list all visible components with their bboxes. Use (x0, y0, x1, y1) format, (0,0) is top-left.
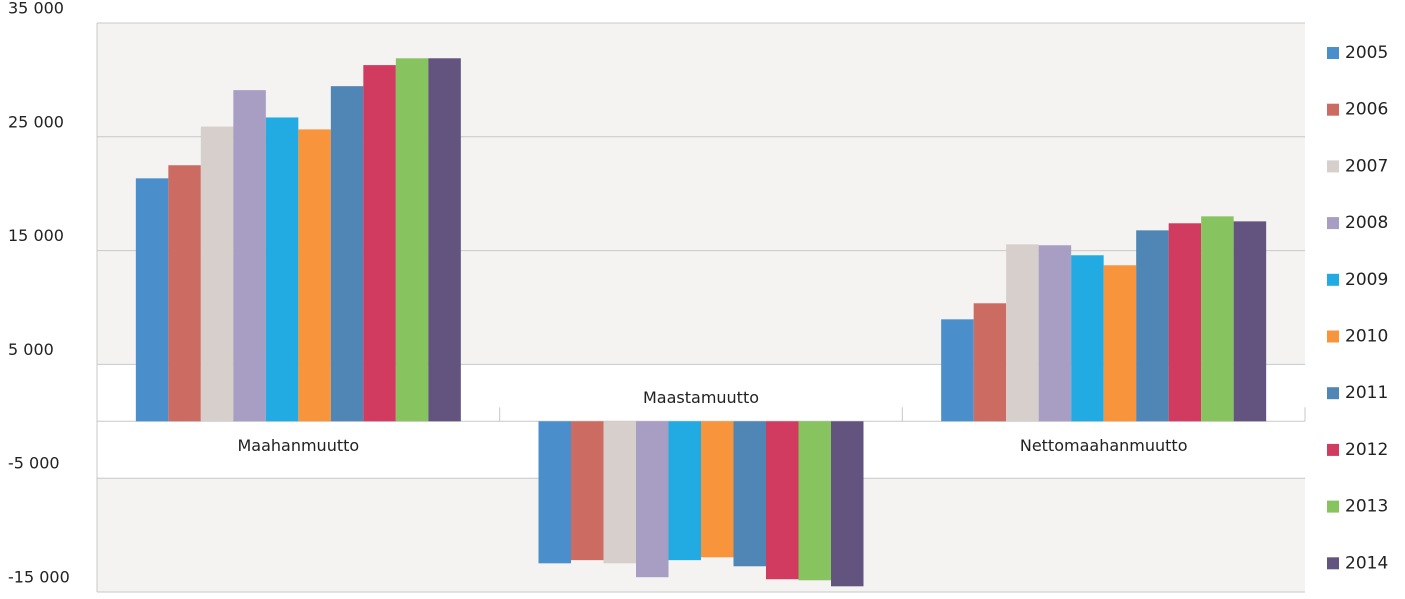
bar (363, 65, 396, 422)
bar (941, 319, 974, 422)
bar (766, 421, 799, 580)
legend-label: 2011 (1345, 383, 1388, 403)
legend-label: 2005 (1345, 43, 1388, 63)
bar (1136, 230, 1169, 422)
legend-label: 2006 (1345, 100, 1388, 120)
bar (135, 178, 169, 422)
legend-swatch (1327, 330, 1339, 343)
bar (701, 421, 734, 558)
y-tick-label: 35 000 (8, 0, 64, 18)
bar (428, 58, 461, 422)
bar (571, 421, 604, 561)
legend-swatch (1327, 500, 1339, 513)
bar (798, 421, 831, 581)
bar (733, 421, 766, 567)
bar (1103, 265, 1137, 422)
y-tick-label: -5 000 (8, 454, 60, 473)
x-tick-label: Maahanmuutto (237, 436, 359, 455)
bar (603, 421, 636, 564)
bar (395, 58, 429, 422)
bar (233, 90, 266, 422)
y-tick-label: 5 000 (8, 340, 54, 359)
y-tick-label: -15 000 (8, 568, 70, 587)
x-tick-label: Maastamuutto (643, 388, 759, 407)
x-tick-label: Nettomaahanmuutto (1020, 436, 1188, 455)
bar (298, 129, 331, 422)
legend-swatch (1327, 387, 1339, 400)
bar (538, 421, 571, 564)
bar (1201, 216, 1234, 422)
legend-label: 2009 (1345, 270, 1388, 290)
bar (668, 421, 701, 561)
legend-swatch (1327, 103, 1339, 116)
bar (1168, 223, 1202, 422)
bar (1071, 255, 1104, 422)
bar (330, 86, 364, 422)
bar (1233, 221, 1267, 422)
bar (200, 126, 234, 422)
bar (265, 117, 299, 422)
bar (1038, 245, 1072, 422)
legend-label: 2012 (1345, 440, 1388, 460)
bar (973, 303, 1007, 422)
y-tick-label: 25 000 (8, 112, 64, 131)
legend-swatch (1327, 47, 1339, 59)
legend-label: 2014 (1345, 553, 1388, 573)
y-tick-label: 15 000 (8, 226, 64, 245)
bar (636, 421, 669, 578)
legend-swatch (1327, 443, 1339, 456)
legend-label: 2010 (1345, 327, 1388, 347)
bar (1006, 244, 1039, 422)
bar (831, 421, 864, 587)
legend-swatch (1327, 273, 1339, 286)
legend-swatch (1327, 217, 1339, 230)
legend-label: 2013 (1345, 497, 1388, 517)
legend-label: 2008 (1345, 213, 1388, 233)
legend-swatch (1327, 557, 1339, 570)
legend-swatch (1327, 160, 1339, 173)
bar (168, 165, 201, 422)
legend-label: 2007 (1345, 156, 1388, 176)
